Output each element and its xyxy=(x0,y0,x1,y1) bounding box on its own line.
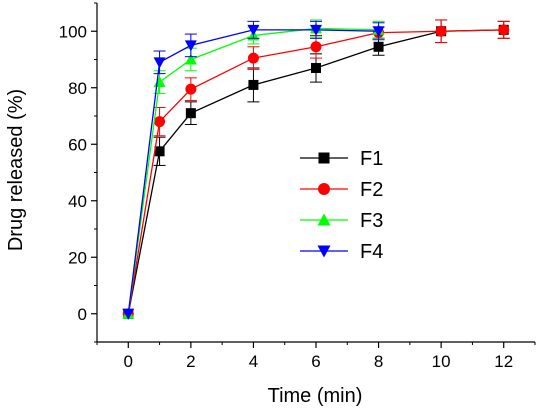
legend-item-F3: F3 xyxy=(300,210,383,232)
x-tick-label: 2 xyxy=(186,352,195,371)
y-tick-label: 20 xyxy=(68,248,87,267)
legend: F1 F2 F3 F4 xyxy=(300,148,383,263)
series-line xyxy=(127,29,504,314)
x-tick-label: 6 xyxy=(311,352,320,371)
data-point xyxy=(185,108,196,119)
y-tick-label: 40 xyxy=(68,192,87,211)
legend-marker xyxy=(318,183,330,195)
series-F4 xyxy=(122,20,385,320)
data-point xyxy=(122,308,135,320)
series-F1 xyxy=(123,19,510,319)
legend-item-F1: F1 xyxy=(300,148,383,170)
data-point xyxy=(153,76,166,88)
legend-label: F1 xyxy=(360,148,383,170)
y-axis-title: Drug released (%) xyxy=(5,89,27,251)
legend-marker xyxy=(318,152,330,164)
data-point xyxy=(248,79,259,90)
series-line xyxy=(127,29,504,314)
axes: 0 2 4 6 8 10 12 0 20 40 60 80 100 xyxy=(59,2,536,371)
legend-label: F3 xyxy=(360,210,383,232)
data-point xyxy=(372,26,385,38)
data-point xyxy=(311,62,321,73)
legend-marker xyxy=(317,245,331,258)
data-point xyxy=(435,25,447,37)
data-point xyxy=(153,57,166,69)
series-line xyxy=(127,27,379,314)
data-point xyxy=(185,83,197,95)
data-point xyxy=(154,116,166,128)
y-tick-label: 80 xyxy=(68,79,87,98)
data-point xyxy=(247,52,259,64)
x-tick-label: 8 xyxy=(374,352,383,371)
x-axis-title: Time (min) xyxy=(268,385,363,407)
data-point xyxy=(373,41,384,52)
y-tick-label: 60 xyxy=(68,135,87,154)
legend-label: F2 xyxy=(360,179,383,201)
legend-marker xyxy=(317,213,331,226)
x-tick-label: 4 xyxy=(249,352,258,371)
x-tick-label: 10 xyxy=(432,352,451,371)
data-point xyxy=(184,53,197,65)
data-point xyxy=(310,41,322,53)
data-point xyxy=(498,24,510,36)
x-tick-label: 0 xyxy=(124,352,133,371)
y-tick-label: 0 xyxy=(78,305,87,324)
data-point xyxy=(310,24,322,36)
series-line xyxy=(127,29,379,314)
y-tick-label: 100 xyxy=(59,22,87,41)
legend-label: F4 xyxy=(360,241,383,263)
legend-item-F4: F4 xyxy=(300,241,383,263)
x-tick-label: 12 xyxy=(494,352,513,371)
plot-area xyxy=(122,19,510,320)
data-point xyxy=(247,24,260,36)
data-point xyxy=(184,40,197,52)
data-point xyxy=(154,146,165,157)
legend-item-F2: F2 xyxy=(300,179,383,201)
